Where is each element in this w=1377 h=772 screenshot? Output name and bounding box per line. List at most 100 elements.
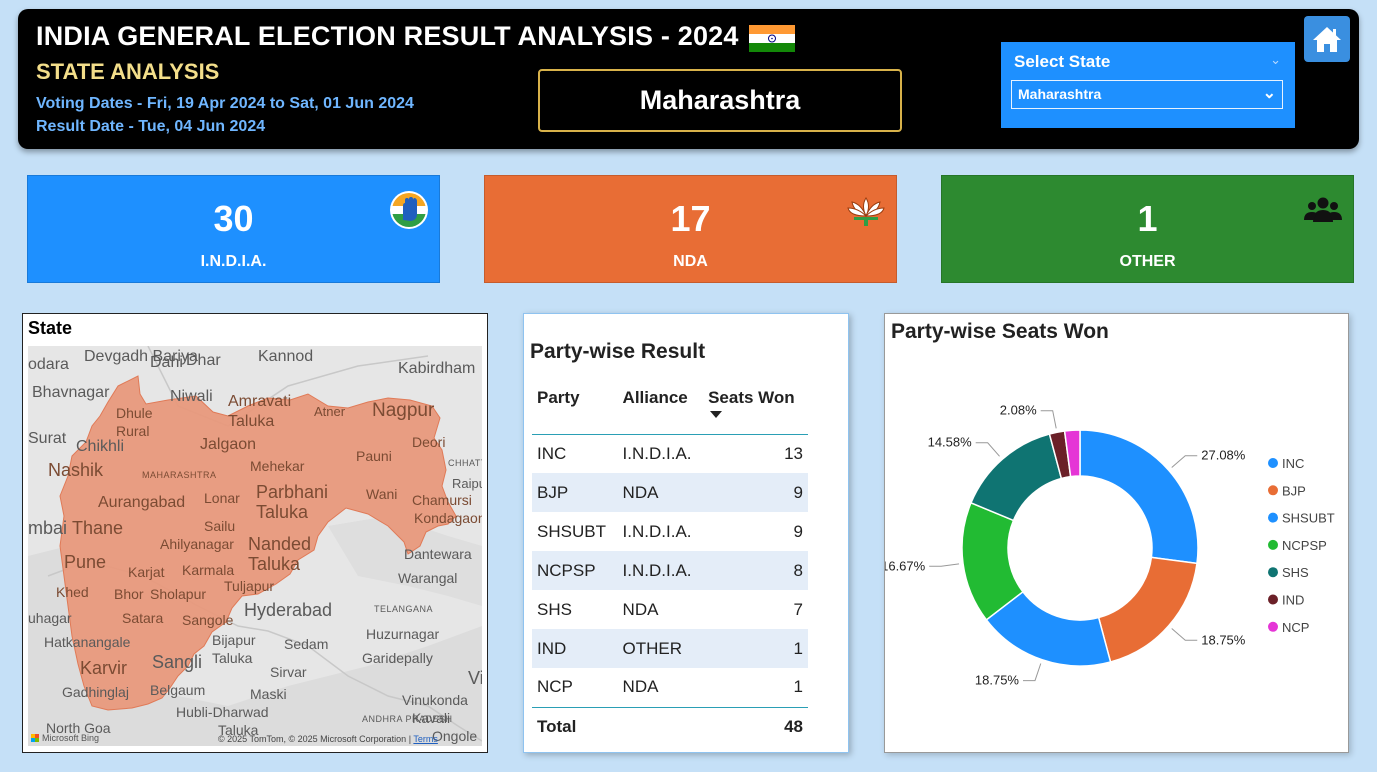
- cell-alliance: NDA: [622, 677, 659, 697]
- legend-marker: [1268, 594, 1278, 605]
- donut-data-label: 18.75%: [975, 673, 1020, 688]
- terms-link[interactable]: Terms: [413, 734, 438, 744]
- cell-party: SHSUBT: [537, 521, 606, 541]
- cell-alliance: I.N.D.I.A.: [622, 443, 692, 463]
- donut-slice-ncp[interactable]: [1063, 429, 1081, 478]
- map-label: mbai: [28, 518, 68, 538]
- map-label: Sholapur: [150, 586, 207, 602]
- legend-item-bjp[interactable]: BJP: [1282, 483, 1306, 498]
- donut-leader-line: [1040, 410, 1057, 429]
- table-row[interactable]: SHSUBT I.N.D.I.A. 9: [532, 512, 808, 551]
- column-header-party[interactable]: Party: [532, 380, 618, 435]
- donut-slice-bjp[interactable]: [1097, 556, 1198, 663]
- cell-party: SHS: [537, 599, 572, 619]
- cell-party: NCP: [537, 677, 573, 697]
- table-row[interactable]: INC I.N.D.I.A. 13: [532, 434, 808, 473]
- map-label: uhagar: [28, 610, 72, 626]
- table-row[interactable]: SHS NDA 7: [532, 590, 808, 629]
- home-button[interactable]: [1304, 16, 1350, 62]
- map-label: TELANGANA: [374, 604, 434, 614]
- table-row[interactable]: NCPSP I.N.D.I.A. 8: [532, 551, 808, 590]
- voting-dates: Voting Dates - Fri, 19 Apr 2024 to Sat, …: [36, 95, 414, 112]
- map-label: Raipur: [452, 476, 482, 491]
- table-row[interactable]: BJP NDA 9: [532, 473, 808, 512]
- state-map[interactable]: Devgadh Bariya Dahi Dhar Kannod Kabirdha…: [28, 346, 482, 746]
- map-label: Ahilyanagar: [160, 536, 234, 552]
- donut-leader-line: [975, 442, 1000, 457]
- cell-alliance: I.N.D.I.A.: [622, 521, 692, 541]
- legend-marker: [1268, 485, 1278, 496]
- cell-alliance: OTHER: [617, 629, 704, 668]
- donut-chart[interactable]: 27.08% 18.75% 18.75% 16.67% 14.58% 2.08% INC BJ…: [885, 352, 1348, 752]
- map-label: Atner: [314, 404, 346, 419]
- map-label: Hatkanangale: [44, 634, 131, 650]
- map-label: Dhar: [186, 352, 221, 369]
- legend-marker: [1268, 539, 1278, 550]
- chevron-down-icon[interactable]: ⌄: [1270, 52, 1281, 67]
- cell-alliance: NDA: [622, 599, 659, 619]
- column-header-seats-won[interactable]: Seats Won: [703, 380, 808, 435]
- map-label: Hyderabad: [244, 600, 333, 620]
- map-label: Pauni: [356, 448, 392, 464]
- result-date: Result Date - Tue, 04 Jun 2024: [36, 118, 266, 135]
- map-label: Sangli: [152, 652, 203, 672]
- legend-marker: [1268, 512, 1278, 523]
- card-value: 17: [670, 198, 711, 239]
- donut-data-label: 18.75%: [1201, 632, 1246, 647]
- congress-hand-icon: [390, 191, 428, 229]
- state-dropdown[interactable]: Maharashtra ⌄: [1011, 80, 1283, 109]
- table-row[interactable]: IND OTHER 1: [532, 629, 808, 668]
- map-label: Taluka: [218, 722, 259, 738]
- donut-leader-line: [929, 563, 960, 567]
- map-label: Wani: [366, 486, 398, 502]
- map-label: CHHATTI: [448, 458, 482, 468]
- slicer-label: Select State: [1014, 52, 1111, 71]
- map-canvas: [28, 346, 482, 746]
- map-label: Chikhli: [76, 438, 125, 455]
- column-header-alliance[interactable]: Alliance: [617, 380, 704, 435]
- donut-slice-shs[interactable]: [970, 433, 1063, 522]
- table-total-row: Total 48: [532, 706, 808, 746]
- map-label: Nagpur: [372, 400, 435, 421]
- map-label: Hubli-Dharwad: [176, 704, 269, 720]
- table-title: Party-wise Result: [530, 340, 706, 363]
- donut-leader-line: [1171, 455, 1198, 468]
- legend-item-shs[interactable]: SHS: [1282, 565, 1309, 580]
- map-label: ANDHRA PRADESH: [362, 714, 453, 724]
- map-label: Kavali: [412, 710, 451, 726]
- map-label: Sangole: [182, 612, 234, 628]
- map-label: Maski: [250, 686, 287, 702]
- map-label: Karvir: [80, 658, 128, 678]
- donut-slice-inc[interactable]: [1079, 429, 1199, 565]
- map-label: Kannod: [258, 348, 314, 365]
- donut-data-label: 16.67%: [885, 558, 926, 573]
- map-label: Garidepally: [362, 650, 433, 666]
- table-row[interactable]: NCP NDA 1: [532, 668, 808, 707]
- map-label: Huzurnagar: [366, 626, 440, 642]
- map-label: Tuljapur: [224, 578, 275, 594]
- party-seats-donut-panel: Party-wise Seats Won 27.08% 18.75% 18.75% 1…: [884, 313, 1349, 753]
- india-flag-icon: [749, 25, 795, 52]
- cell-party: INC: [537, 443, 567, 463]
- legend-item-shsubt[interactable]: SHSUBT: [1282, 511, 1335, 526]
- legend-item-ncpsp[interactable]: NCPSP: [1282, 538, 1327, 553]
- legend-marker: [1268, 458, 1278, 468]
- cell-seats: 9: [793, 521, 803, 541]
- map-label: Karmala: [182, 562, 235, 578]
- cell-party: NCPSP: [532, 551, 618, 590]
- bjp-lotus-icon: [847, 197, 885, 226]
- map-label: Surat: [28, 430, 67, 447]
- maharashtra-shape[interactable]: [59, 375, 457, 711]
- map-label: Devgadh Bariya: [84, 348, 198, 365]
- cell-seats: 1: [703, 629, 808, 668]
- card-value: 1: [1137, 198, 1158, 239]
- map-label: Dantewara: [404, 546, 472, 562]
- legend-item-inc[interactable]: INC: [1282, 456, 1304, 471]
- donut-data-label: 14.58%: [928, 435, 973, 450]
- legend-item-ncp[interactable]: NCP: [1282, 620, 1309, 635]
- card-label: OTHER: [1119, 253, 1176, 270]
- legend-marker: [1268, 567, 1278, 578]
- legend-item-ind[interactable]: IND: [1282, 593, 1304, 608]
- map-label: Belgaum: [150, 682, 206, 698]
- map-label: Bhor: [114, 586, 144, 602]
